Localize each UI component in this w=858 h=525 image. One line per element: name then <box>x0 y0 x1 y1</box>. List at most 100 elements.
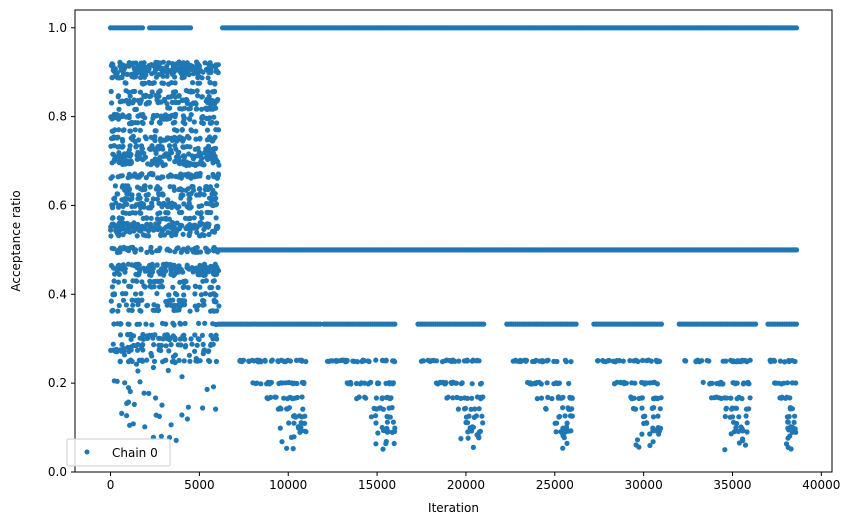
data-point <box>383 357 389 363</box>
data-point <box>125 332 131 338</box>
data-point <box>124 71 130 77</box>
data-point <box>363 395 369 401</box>
data-point <box>199 114 205 120</box>
data-point <box>170 297 176 303</box>
data-point <box>176 357 182 363</box>
data-point <box>170 284 176 290</box>
data-point <box>139 279 145 285</box>
data-point <box>119 266 125 272</box>
data-point <box>147 146 154 152</box>
data-point <box>781 380 787 386</box>
data-point <box>151 225 157 231</box>
data-point <box>159 174 165 180</box>
data-point <box>148 134 154 140</box>
data-point <box>211 299 217 305</box>
data-point <box>155 211 161 217</box>
data-point <box>376 380 382 386</box>
data-point <box>137 209 143 215</box>
data-point <box>455 406 461 412</box>
data-point <box>129 192 135 198</box>
data-point <box>389 429 395 435</box>
data-point <box>481 321 487 327</box>
data-point <box>148 272 154 278</box>
data-point <box>139 25 146 31</box>
data-point <box>135 368 141 374</box>
data-point <box>143 67 149 73</box>
data-point <box>475 431 481 438</box>
data-point <box>620 358 626 364</box>
data-point <box>109 221 115 227</box>
data-point <box>683 358 689 364</box>
data-point <box>138 172 144 178</box>
data-point <box>132 138 138 145</box>
data-point <box>181 201 187 207</box>
data-point <box>470 444 476 450</box>
data-point <box>194 192 200 198</box>
data-point <box>147 205 153 211</box>
data-point <box>439 359 446 365</box>
data-point <box>380 406 386 412</box>
data-point <box>148 221 154 227</box>
data-point <box>167 184 173 190</box>
data-point <box>465 429 471 435</box>
data-point <box>149 353 155 359</box>
data-point <box>140 201 146 207</box>
legend-box <box>66 438 171 467</box>
data-point <box>166 156 172 162</box>
data-point <box>753 321 759 327</box>
data-point <box>787 395 793 401</box>
data-point <box>177 279 183 285</box>
data-point <box>339 357 345 363</box>
data-point <box>654 381 661 387</box>
data-point <box>518 358 524 364</box>
data-point <box>181 161 187 167</box>
data-point <box>183 225 189 232</box>
data-point <box>209 228 216 234</box>
data-point <box>137 379 143 385</box>
data-point <box>144 302 151 308</box>
y-tick-label: 0.0 <box>48 465 67 479</box>
data-point <box>146 390 152 396</box>
data-point <box>793 247 800 253</box>
data-point <box>165 69 171 75</box>
data-point <box>186 200 192 206</box>
data-point <box>125 399 132 405</box>
data-point <box>273 394 279 400</box>
data-point <box>183 97 189 103</box>
data-point <box>450 395 456 401</box>
data-point <box>200 69 206 75</box>
data-point <box>294 380 300 387</box>
data-point <box>171 187 177 193</box>
data-point <box>777 395 783 401</box>
data-point <box>173 99 179 105</box>
data-point <box>148 215 154 221</box>
data-point <box>164 101 170 107</box>
data-point <box>181 115 187 121</box>
data-point <box>133 144 139 150</box>
data-point <box>172 271 178 277</box>
data-point <box>119 197 125 203</box>
data-point <box>144 197 150 203</box>
data-point <box>156 119 162 125</box>
data-point <box>182 121 188 127</box>
data-point <box>212 196 218 203</box>
data-point <box>154 162 160 168</box>
data-point <box>166 298 172 304</box>
data-point <box>183 278 189 285</box>
data-point <box>437 379 443 385</box>
data-point <box>186 72 192 78</box>
data-point <box>299 379 305 386</box>
data-point <box>729 406 735 412</box>
data-point <box>211 114 217 120</box>
data-point <box>161 272 167 278</box>
data-point <box>176 302 182 308</box>
data-point <box>290 446 296 452</box>
data-point <box>544 380 550 386</box>
data-point <box>721 395 727 401</box>
data-point <box>255 359 261 365</box>
data-point <box>555 395 562 401</box>
data-point <box>742 442 749 448</box>
data-point <box>122 380 128 386</box>
data-point <box>211 271 217 277</box>
data-point <box>151 302 157 308</box>
